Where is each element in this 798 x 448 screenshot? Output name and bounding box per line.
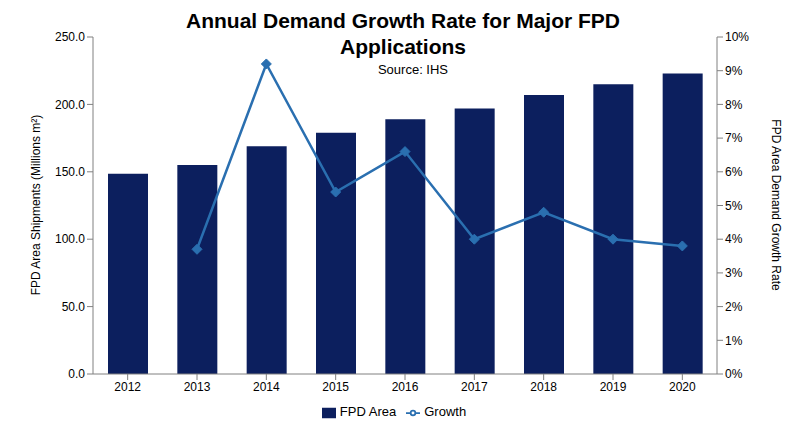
svg-text:6%: 6% <box>725 165 743 179</box>
html-text:Growth: Growth <box>424 404 467 419</box>
svg-text:250.0: 250.0 <box>55 30 85 44</box>
svg-text:2%: 2% <box>725 300 743 314</box>
html-text:FPD Area: FPD Area <box>339 404 397 419</box>
svg-text:2013: 2013 <box>184 380 211 394</box>
svg-text:2020: 2020 <box>669 380 696 394</box>
svg-text:2017: 2017 <box>461 380 488 394</box>
html-text:Annual Demand Growth Rate for: Annual Demand Growth Rate for Major FPD … <box>186 9 620 58</box>
svg-text:0%: 0% <box>725 367 743 381</box>
svg-text:100.0: 100.0 <box>55 232 85 246</box>
svg-text:2019: 2019 <box>600 380 627 394</box>
svg-text:0.0: 0.0 <box>68 367 85 381</box>
svg-text:2018: 2018 <box>530 380 557 394</box>
svg-text:3%: 3% <box>725 266 743 280</box>
svg-text:2014: 2014 <box>253 380 280 394</box>
svg-text:2016: 2016 <box>392 380 419 394</box>
svg-text:FPD Area Shipments (Millions m: FPD Area Shipments (Millions m²) <box>29 115 43 296</box>
svg-text:4%: 4% <box>725 232 743 246</box>
svg-text:5%: 5% <box>725 199 743 213</box>
html-text:Source: IHS: Source: IHS <box>378 62 448 77</box>
svg-text:2015: 2015 <box>322 380 349 394</box>
svg-text:7%: 7% <box>725 131 743 145</box>
svg-text:2012: 2012 <box>114 380 141 394</box>
svg-text:150.0: 150.0 <box>55 165 85 179</box>
svg-text:8%: 8% <box>725 98 743 112</box>
svg-text:FPD Area Demand Growth Rate: FPD Area Demand Growth Rate <box>769 119 783 291</box>
svg-text:1%: 1% <box>725 334 743 348</box>
svg-text:9%: 9% <box>725 64 743 78</box>
svg-text:200.0: 200.0 <box>55 98 85 112</box>
svg-text:50.0: 50.0 <box>62 300 86 314</box>
svg-text:10%: 10% <box>725 30 749 44</box>
